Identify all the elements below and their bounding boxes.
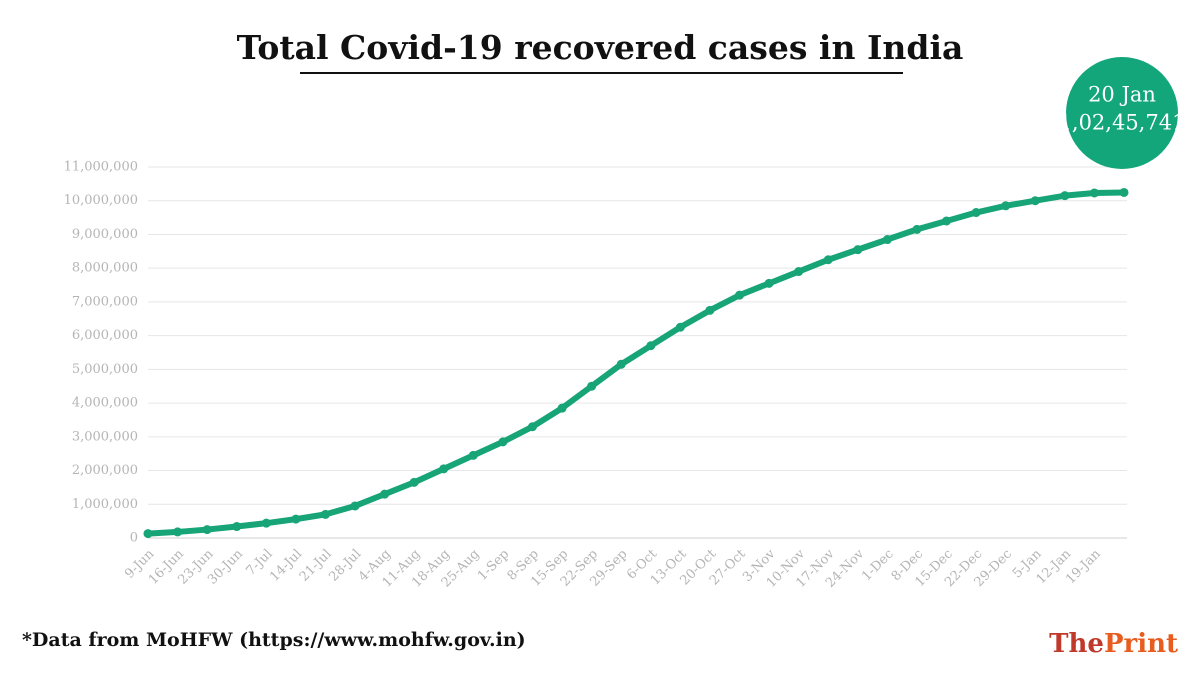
point (232, 522, 242, 532)
line (145, 189, 1127, 537)
point (291, 514, 301, 524)
logo-print: Print (1104, 629, 1178, 659)
point (587, 381, 597, 391)
point (498, 437, 508, 447)
x-tick-label: 1-Dec (859, 547, 897, 585)
y-tick-label: 2,000,000 (72, 463, 138, 478)
y-tick-label: 9,000,000 (72, 227, 138, 242)
y-tick-label: 0 (130, 531, 138, 546)
source: *Data from MoHFW (https://www.mohfw.gov.… (22, 629, 526, 651)
point (912, 224, 922, 234)
logo-the: The (1049, 629, 1104, 659)
point (1030, 196, 1040, 206)
y-tick-label: 8,000,000 (72, 261, 138, 276)
point (202, 525, 212, 535)
point (705, 305, 715, 315)
x-tick-label: 21-Jul (297, 547, 335, 585)
point (971, 208, 981, 218)
point (557, 403, 567, 413)
y-tick-label: 5,000,000 (72, 362, 138, 377)
point (616, 359, 626, 369)
y-tick-label: 11,000,000 (64, 160, 138, 175)
y-tick-label: 3,000,000 (72, 429, 138, 444)
point (261, 518, 271, 528)
annotation-bubble (1066, 57, 1178, 169)
logo: ThePrint (1049, 629, 1178, 659)
point (735, 290, 745, 300)
chart-title: Total Covid-19 recovered cases in India (237, 28, 964, 67)
annotation-date: 20 Jan (1088, 83, 1156, 107)
point (409, 477, 419, 487)
point (675, 322, 685, 332)
point (350, 501, 360, 511)
point (1001, 201, 1011, 211)
point (527, 422, 537, 432)
point (823, 255, 833, 265)
y-tick-label: 7,000,000 (72, 294, 138, 309)
point (646, 341, 656, 351)
point (468, 450, 478, 460)
point (173, 527, 183, 537)
point (1060, 191, 1070, 201)
x-tick-label: 14-Jul (267, 547, 305, 585)
point (143, 529, 153, 539)
annotation-value: 1,02,45,741 (1059, 111, 1186, 135)
point (1119, 187, 1129, 197)
point (439, 464, 449, 474)
point (1089, 188, 1099, 198)
point (882, 235, 892, 245)
point (764, 278, 774, 288)
x-tick-label: 1-Sep (475, 547, 512, 584)
x-tick-label: 19-Jan (1063, 546, 1104, 587)
point (794, 267, 804, 277)
y-tick-label: 4,000,000 (72, 396, 138, 411)
point (942, 216, 952, 226)
x-tick-label: 28-Jul (326, 547, 364, 585)
y-tick-label: 1,000,000 (72, 497, 138, 512)
y-tick-label: 10,000,000 (64, 193, 138, 208)
point (380, 489, 390, 499)
point (853, 245, 863, 255)
point (320, 509, 330, 519)
y-tick-label: 6,000,000 (72, 328, 138, 343)
